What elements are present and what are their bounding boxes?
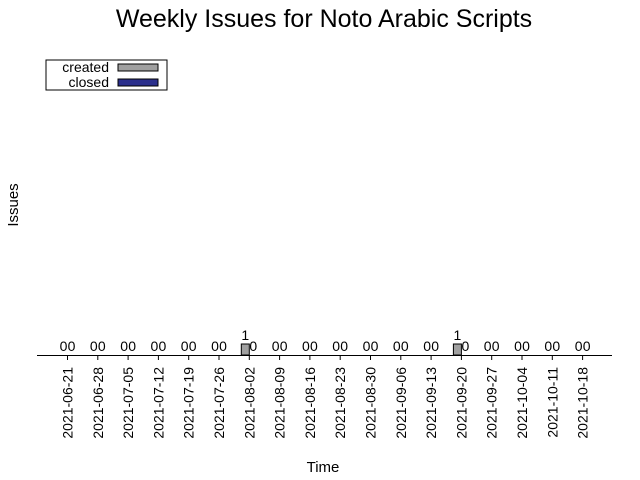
data-label-created: 1 <box>241 327 249 343</box>
data-label-closed: 0 <box>159 338 167 354</box>
data-label-created: 0 <box>302 338 310 354</box>
data-label-closed: 0 <box>371 338 379 354</box>
data-label-closed: 0 <box>189 338 197 354</box>
data-label-created: 0 <box>575 338 583 354</box>
data-label-closed: 0 <box>492 338 500 354</box>
legend-swatch-created <box>117 63 159 72</box>
data-label-closed: 0 <box>522 338 530 354</box>
legend-label-created: created <box>62 59 109 75</box>
legend: created closed <box>45 59 168 91</box>
data-label-closed: 0 <box>462 338 470 354</box>
data-label-closed: 0 <box>552 338 560 354</box>
x-tick-label: 2021-07-12 <box>150 367 166 439</box>
data-label-closed: 0 <box>310 338 318 354</box>
data-label-created: 0 <box>181 338 189 354</box>
x-tick-label: 2021-07-19 <box>181 367 197 439</box>
x-tick-label: 2021-09-27 <box>484 367 500 439</box>
bar-created <box>240 343 250 356</box>
data-label-closed: 0 <box>280 338 288 354</box>
data-label-closed: 0 <box>249 338 257 354</box>
data-label-created: 0 <box>423 338 431 354</box>
data-label-created: 0 <box>211 338 219 354</box>
bar-created <box>452 343 462 356</box>
data-label-closed: 0 <box>401 338 409 354</box>
x-tick-label: 2021-09-20 <box>453 367 469 439</box>
x-tick-label: 2021-06-28 <box>90 367 106 439</box>
x-tick-label: 2021-08-16 <box>302 367 318 439</box>
x-tick-label: 2021-06-21 <box>60 367 76 439</box>
legend-label-closed: closed <box>69 74 109 90</box>
data-label-closed: 0 <box>583 338 591 354</box>
data-label-created: 0 <box>332 338 340 354</box>
data-label-created: 0 <box>363 338 371 354</box>
data-label-closed: 0 <box>431 338 439 354</box>
x-axis-label: Time <box>307 459 340 476</box>
data-label-closed: 0 <box>219 338 227 354</box>
data-label-created: 0 <box>151 338 159 354</box>
data-label-created: 0 <box>272 338 280 354</box>
data-label-created: 0 <box>60 338 68 354</box>
x-tick-label: 2021-09-06 <box>393 367 409 439</box>
x-tick-label: 2021-08-30 <box>363 367 379 439</box>
data-label-closed: 0 <box>340 338 348 354</box>
x-tick-label: 2021-10-11 <box>544 367 560 438</box>
legend-swatch-closed <box>117 78 159 87</box>
data-label-created: 1 <box>454 327 462 343</box>
data-label-created: 0 <box>514 338 522 354</box>
x-tick-label: 2021-08-09 <box>272 367 288 439</box>
data-label-created: 0 <box>484 338 492 354</box>
x-tick-label: 2021-09-13 <box>423 367 439 439</box>
x-tick-label: 2021-07-05 <box>120 367 136 439</box>
y-axis-label: Issues <box>5 183 22 226</box>
x-tick-label: 2021-10-04 <box>514 367 530 439</box>
data-label-closed: 0 <box>68 338 76 354</box>
data-label-closed: 0 <box>128 338 136 354</box>
data-label-created: 0 <box>393 338 401 354</box>
data-label-created: 0 <box>544 338 552 354</box>
data-label-closed: 0 <box>98 338 106 354</box>
x-tick-label: 2021-08-02 <box>241 367 257 439</box>
data-label-created: 0 <box>90 338 98 354</box>
x-tick-label: 2021-08-23 <box>332 367 348 439</box>
x-tick-label: 2021-07-26 <box>211 367 227 439</box>
x-tick-label: 2021-10-18 <box>575 367 591 439</box>
chart-title: Weekly Issues for Noto Arabic Scripts <box>116 5 532 33</box>
data-label-created: 0 <box>120 338 128 354</box>
